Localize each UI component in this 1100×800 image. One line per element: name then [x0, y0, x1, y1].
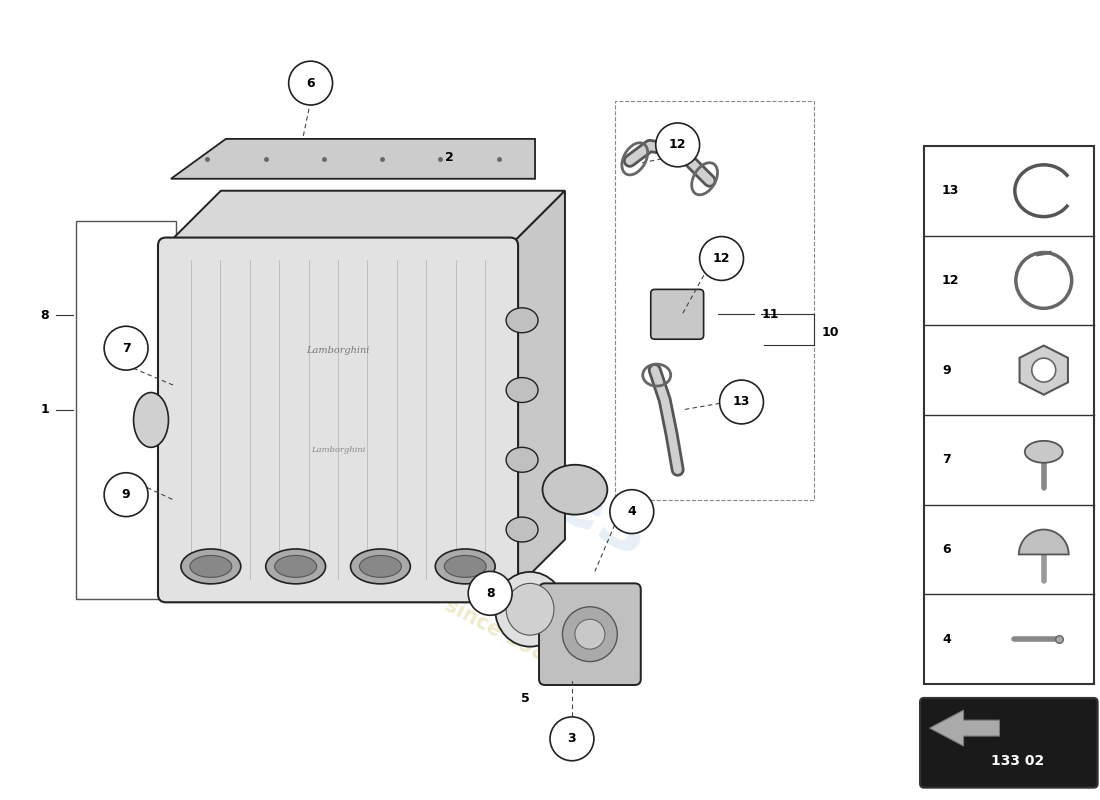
FancyBboxPatch shape: [920, 698, 1098, 788]
Ellipse shape: [133, 393, 168, 447]
Text: 10: 10: [822, 326, 839, 338]
Ellipse shape: [190, 555, 232, 578]
Circle shape: [550, 717, 594, 761]
Ellipse shape: [180, 549, 241, 584]
Polygon shape: [166, 190, 565, 246]
Ellipse shape: [351, 549, 410, 584]
Text: 11: 11: [761, 308, 779, 321]
FancyBboxPatch shape: [651, 290, 704, 339]
Polygon shape: [930, 710, 1000, 746]
Ellipse shape: [266, 549, 326, 584]
Ellipse shape: [436, 549, 495, 584]
Text: 12: 12: [713, 252, 730, 265]
Circle shape: [609, 490, 653, 534]
Bar: [924, 146, 1093, 684]
Circle shape: [700, 237, 744, 281]
Text: 2: 2: [446, 151, 454, 164]
Ellipse shape: [360, 555, 401, 578]
Ellipse shape: [575, 619, 605, 649]
Text: 5: 5: [520, 693, 529, 706]
Text: eurospares: eurospares: [177, 266, 663, 574]
Bar: [615, 101, 814, 500]
Text: 8: 8: [41, 309, 50, 322]
Circle shape: [104, 473, 148, 517]
Text: 1: 1: [41, 403, 50, 417]
Wedge shape: [1019, 530, 1069, 554]
Circle shape: [656, 123, 700, 167]
Ellipse shape: [506, 517, 538, 542]
Polygon shape: [1020, 346, 1068, 394]
Circle shape: [1032, 358, 1056, 382]
FancyBboxPatch shape: [539, 583, 641, 685]
Ellipse shape: [562, 606, 617, 662]
Text: 4: 4: [942, 633, 950, 646]
Ellipse shape: [1025, 441, 1063, 462]
FancyBboxPatch shape: [158, 238, 518, 602]
Text: 8: 8: [486, 587, 495, 600]
Text: 7: 7: [122, 342, 131, 354]
Bar: [76, 221, 176, 599]
Ellipse shape: [506, 447, 538, 472]
Text: 9: 9: [942, 364, 950, 377]
Text: 4: 4: [627, 505, 636, 518]
Text: 6: 6: [942, 543, 950, 556]
Text: 13: 13: [942, 184, 959, 198]
Ellipse shape: [506, 583, 554, 635]
Ellipse shape: [506, 378, 538, 402]
Circle shape: [288, 61, 332, 105]
Ellipse shape: [506, 308, 538, 333]
Ellipse shape: [275, 555, 317, 578]
Circle shape: [104, 326, 148, 370]
Text: 13: 13: [733, 395, 750, 409]
Ellipse shape: [495, 572, 565, 646]
Circle shape: [719, 380, 763, 424]
Ellipse shape: [542, 465, 607, 514]
Text: Lamborghini: Lamborghini: [311, 446, 365, 454]
Text: Lamborghini: Lamborghini: [306, 346, 370, 354]
Text: a passion for parts since 1985: a passion for parts since 1985: [239, 487, 562, 672]
Ellipse shape: [444, 555, 486, 578]
Text: 6: 6: [306, 77, 315, 90]
Circle shape: [469, 571, 513, 615]
Polygon shape: [510, 190, 565, 594]
Text: 3: 3: [568, 732, 576, 746]
Text: 133 02: 133 02: [991, 754, 1044, 768]
Text: 12: 12: [669, 138, 686, 151]
Text: 9: 9: [122, 488, 131, 501]
Text: 12: 12: [942, 274, 959, 287]
Polygon shape: [170, 139, 535, 178]
Text: 7: 7: [942, 454, 950, 466]
